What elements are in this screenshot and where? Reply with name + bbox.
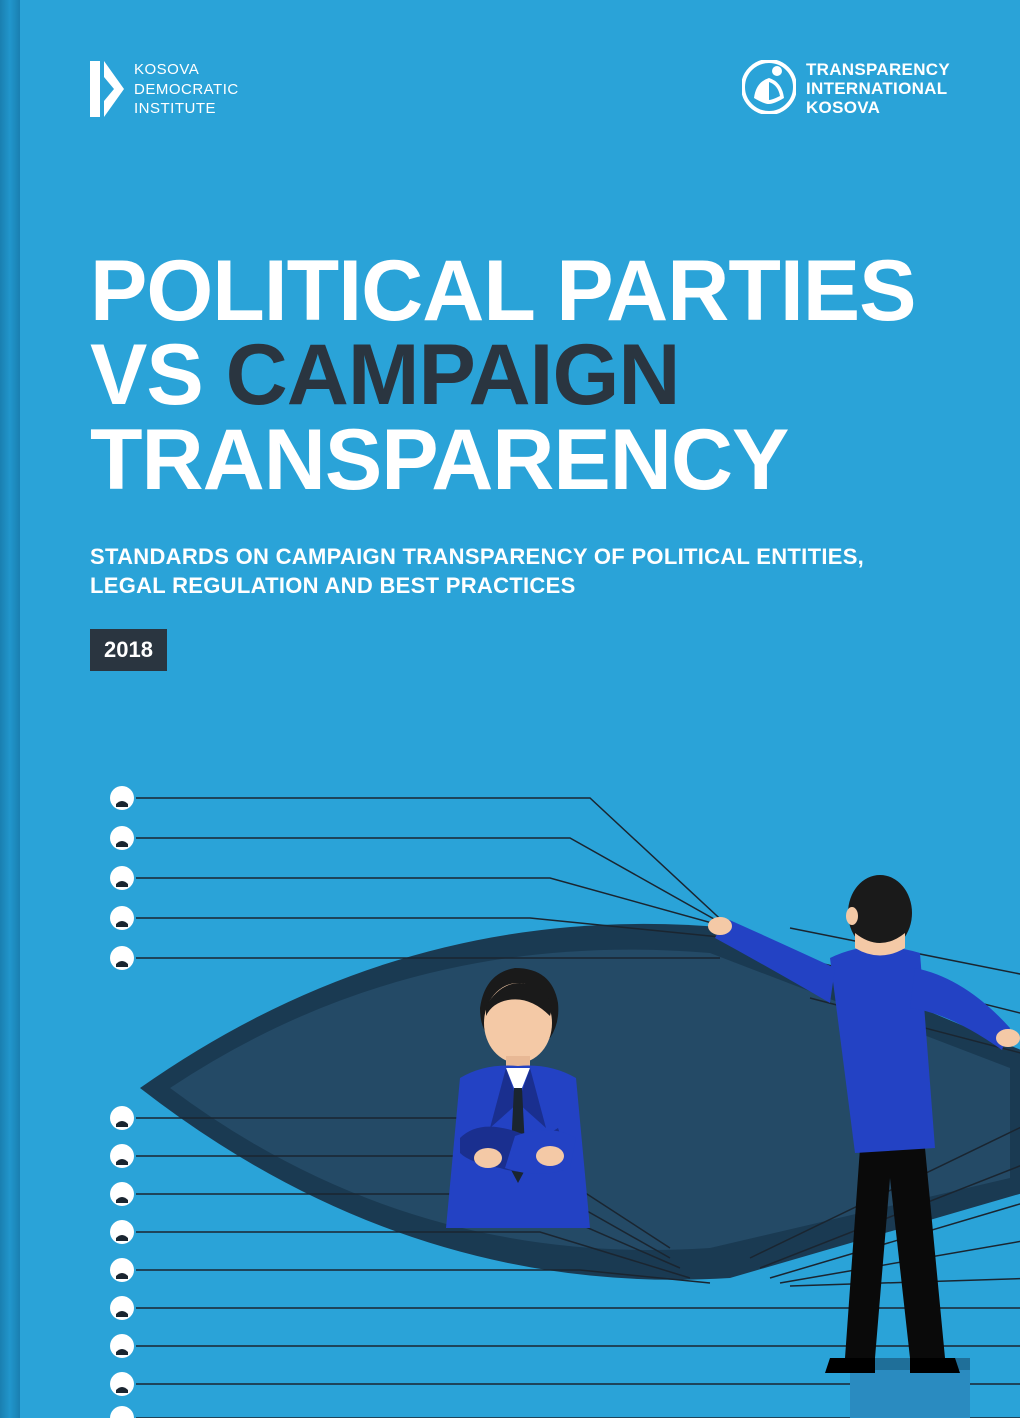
title-line1: POLITICAL PARTIES — [90, 243, 916, 339]
title-line2-prefix: VS — [90, 327, 226, 423]
ti-logo-text: TRANSPARENCY INTERNATIONAL KOSOVA — [806, 61, 950, 117]
report-cover: KOSOVA DEMOCRATIC INSTITUTE TRANSPARENCY… — [20, 0, 1020, 1418]
kdi-logo-text: KOSOVA DEMOCRATIC INSTITUTE — [134, 60, 239, 119]
header: KOSOVA DEMOCRATIC INSTITUTE TRANSPARENCY… — [90, 60, 950, 119]
ti-logo-icon — [742, 60, 796, 119]
kdi-line2: DEMOCRATIC — [134, 80, 239, 100]
kdi-line3: INSTITUTE — [134, 99, 239, 119]
ti-line3: KOSOVA — [806, 99, 950, 118]
report-subtitle: STANDARDS ON CAMPAIGN TRANSPARENCY OF PO… — [90, 542, 870, 601]
cover-illustration — [110, 778, 1020, 1418]
title-line2-dark: CAMPAIGN — [226, 327, 680, 423]
kdi-logo-icon — [90, 61, 124, 117]
ti-line1: TRANSPARENCY — [806, 61, 950, 80]
year-badge: 2018 — [90, 629, 167, 671]
kdi-line1: KOSOVA — [134, 60, 239, 80]
kdi-logo: KOSOVA DEMOCRATIC INSTITUTE — [90, 60, 239, 119]
ti-logo: TRANSPARENCY INTERNATIONAL KOSOVA — [742, 60, 950, 119]
book-spine — [0, 0, 20, 1418]
title-line3: TRANSPARENCY — [90, 412, 788, 508]
report-title: POLITICAL PARTIES VS CAMPAIGN TRANSPAREN… — [90, 249, 950, 502]
ti-line2: INTERNATIONAL — [806, 80, 950, 99]
